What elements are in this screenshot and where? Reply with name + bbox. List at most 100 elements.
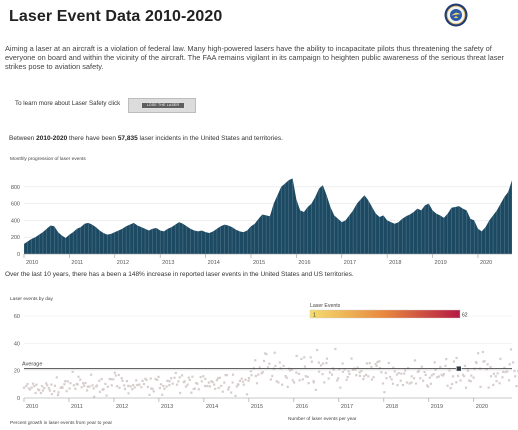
- daily-point: [419, 377, 422, 380]
- lose-the-laser-button-label: LOSE THE LASER: [141, 102, 185, 109]
- daily-point: [171, 382, 174, 385]
- daily-point: [117, 373, 120, 377]
- daily-point: [295, 354, 298, 358]
- daily-point: [479, 385, 482, 388]
- daily-point: [323, 381, 326, 384]
- daily-point: [442, 373, 446, 376]
- daily-point: [260, 372, 263, 375]
- daily-point: [215, 379, 218, 382]
- daily-point: [278, 361, 281, 364]
- daily-point: [108, 377, 111, 381]
- daily-point: [230, 391, 233, 394]
- daily-point: [325, 362, 328, 365]
- daily-point: [237, 383, 240, 386]
- daily-point: [457, 374, 460, 377]
- daily-point: [351, 368, 355, 371]
- daily-point: [179, 391, 182, 395]
- daily-point: [417, 369, 420, 372]
- daily-point: [469, 380, 472, 383]
- daily-point: [149, 377, 152, 380]
- daily-point: [448, 369, 451, 372]
- daily-point: [75, 382, 78, 386]
- daily-point: [376, 360, 379, 364]
- daily-point: [146, 385, 149, 389]
- daily-point: [365, 362, 368, 365]
- daily-point: [325, 357, 329, 360]
- daily-point: [485, 368, 488, 371]
- daily-point: [466, 369, 470, 372]
- daily-point: [53, 390, 56, 393]
- daily-point: [227, 388, 230, 391]
- daily-point: [125, 379, 129, 383]
- daily-point: [45, 382, 48, 385]
- daily-point: [430, 374, 433, 377]
- summary-middle: there have been: [67, 135, 118, 142]
- daily-point: [76, 383, 79, 386]
- summary-total: 57,835: [117, 135, 138, 142]
- daily-point: [129, 385, 132, 388]
- monthly-progression-chart: 0 200 400 600 800 2010 2011 2012 2013 2014 2015 201…: [11, 178, 513, 266]
- x-tick-label: 2012: [117, 260, 129, 266]
- daily-point: [312, 380, 315, 383]
- daily-point: [50, 383, 53, 386]
- daily-point: [277, 381, 280, 384]
- daily-point: [188, 378, 191, 382]
- daily-point: [391, 382, 395, 385]
- daily-point: [424, 373, 427, 377]
- lose-the-laser-button[interactable]: LOSE THE LASER: [128, 98, 196, 113]
- daily-point: [385, 377, 388, 380]
- daily-point: [291, 379, 294, 382]
- daily-point: [181, 374, 184, 377]
- daily-chart-title: Laser events by day: [10, 297, 53, 302]
- daily-point: [123, 387, 127, 391]
- daily-point: [203, 384, 207, 388]
- daily-point: [499, 357, 502, 360]
- daily-point: [452, 360, 456, 363]
- daily-point: [210, 380, 213, 383]
- daily-point: [321, 362, 325, 365]
- daily-point: [262, 359, 266, 363]
- daily-point: [492, 372, 495, 375]
- x-tick-label: 2012: [116, 404, 128, 410]
- daily-point: [504, 370, 507, 374]
- daily-point: [489, 365, 492, 369]
- daily-point: [199, 375, 202, 379]
- daily-point: [392, 366, 395, 369]
- daily-point: [358, 374, 362, 378]
- daily-point: [350, 357, 353, 360]
- daily-point: [123, 384, 126, 387]
- page-title: Laser Event Data 2010-2020: [9, 8, 223, 25]
- daily-point: [242, 383, 245, 386]
- daily-point: [416, 370, 419, 373]
- legend-min: 1: [313, 313, 316, 319]
- daily-point: [495, 379, 498, 383]
- x-tick-label: 2020: [480, 260, 492, 266]
- x-tick-label: 2017: [341, 404, 353, 410]
- daily-point: [84, 382, 87, 385]
- yearly-chart-title: Number of laser events per year: [288, 417, 357, 422]
- x-tick-label: 2016: [296, 404, 308, 410]
- daily-point: [502, 370, 505, 373]
- daily-point: [356, 366, 359, 369]
- daily-point: [487, 386, 490, 389]
- daily-point: [303, 356, 306, 359]
- y-tick-label: 60: [14, 314, 20, 320]
- daily-point: [186, 383, 189, 386]
- daily-point: [464, 386, 468, 389]
- daily-point: [133, 386, 136, 389]
- daily-point: [77, 375, 80, 378]
- incident-summary: Between 2010-2020 there have been 57,835…: [9, 135, 283, 142]
- x-tick-label: 2013: [161, 404, 173, 410]
- daily-point: [271, 374, 274, 378]
- daily-point: [184, 385, 188, 388]
- daily-point: [105, 394, 108, 397]
- daily-point: [282, 364, 285, 367]
- daily-point: [393, 370, 396, 373]
- daily-point: [173, 376, 176, 379]
- daily-point: [428, 376, 431, 379]
- daily-point: [433, 361, 436, 364]
- daily-point: [34, 391, 37, 395]
- daily-point: [159, 383, 163, 386]
- daily-point: [247, 379, 250, 382]
- daily-point: [477, 352, 480, 355]
